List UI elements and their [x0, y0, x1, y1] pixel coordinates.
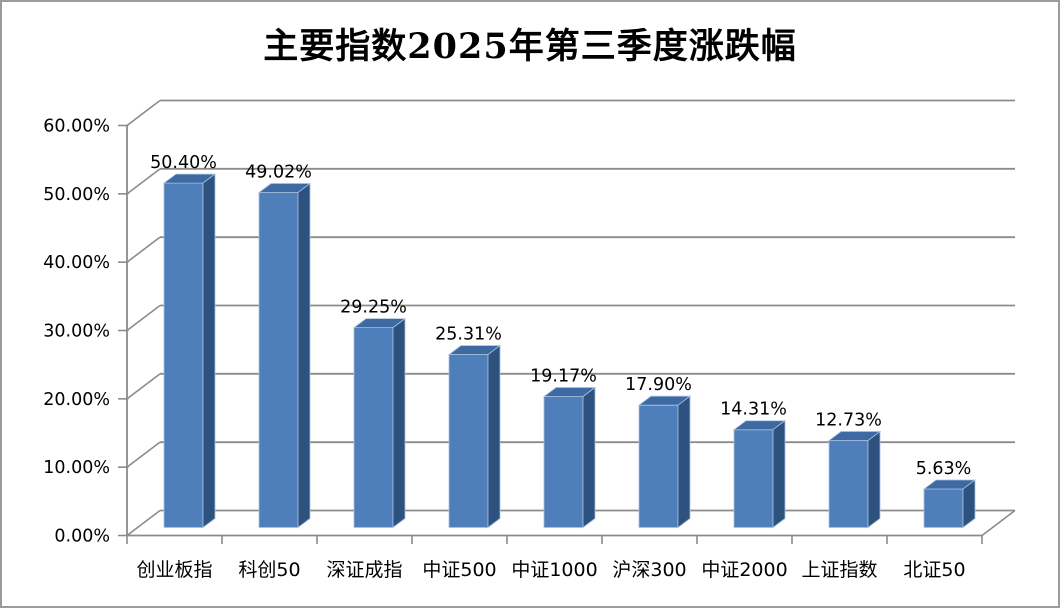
y-tick-label: 40.00%: [43, 253, 110, 273]
gridline-diagonal: [126, 509, 161, 537]
y-tick-label: 30.00%: [43, 322, 110, 342]
gridline-diagonal: [126, 168, 161, 195]
gridline-diagonal: [126, 441, 161, 468]
bar-side-face: [772, 419, 786, 529]
bar-front-face: [733, 429, 774, 528]
category-label: 沪深300: [612, 559, 686, 581]
category-label: 创业板指: [136, 559, 212, 581]
bar-value-label: 19.17%: [530, 367, 597, 387]
bar-side-face: [487, 344, 501, 529]
bar-side-face: [867, 430, 881, 529]
bar-value-label: 12.73%: [815, 411, 882, 431]
bar-side-face: [202, 173, 216, 529]
bar-side-face: [297, 182, 311, 529]
category-label: 中证1000: [511, 559, 597, 581]
bar-value-label: 49.02%: [245, 163, 312, 183]
gridline-diagonal: [126, 304, 161, 332]
bar-front-face: [543, 396, 584, 528]
category-label: 上证指数: [801, 559, 877, 581]
bar-value-label: 14.31%: [720, 400, 787, 420]
bar-front-face: [163, 182, 204, 528]
bar-front-face: [258, 192, 299, 528]
category-label: 中证500: [422, 559, 496, 581]
bar-side-face: [677, 395, 691, 529]
bar-value-label: 17.90%: [625, 375, 692, 395]
bar-front-face: [353, 327, 394, 528]
y-tick-label: 60.00%: [43, 117, 110, 137]
category-label: 北证50: [903, 559, 965, 581]
y-tick-label: 20.00%: [43, 390, 110, 410]
y-tick-label: 50.00%: [43, 185, 110, 205]
y-tick-label: 0.00%: [54, 527, 110, 547]
category-label: 中证2000: [701, 559, 787, 581]
chart-title: 主要指数2025年第三季度涨跌幅: [263, 26, 797, 67]
gridline-diagonal: [126, 236, 161, 263]
bar-value-label: 25.31%: [435, 325, 502, 345]
category-label: 深证成指: [326, 559, 402, 581]
bar-value-label: 5.63%: [916, 459, 972, 479]
bar-front-face: [923, 488, 964, 528]
gridline-diagonal: [126, 99, 161, 127]
bar-value-label: 50.40%: [150, 153, 217, 173]
bar-front-face: [448, 354, 489, 528]
bar-side-face: [392, 317, 406, 529]
bar-side-face: [582, 386, 596, 529]
bar-front-face: [638, 404, 679, 528]
category-label: 科创50: [238, 559, 300, 581]
gridline-diagonal: [126, 373, 161, 400]
bar-front-face: [828, 440, 869, 528]
floor-right-edge: [981, 509, 1016, 537]
y-tick-label: 10.00%: [43, 458, 110, 478]
bar-value-label: 29.25%: [340, 298, 407, 318]
bar-side-face: [962, 479, 976, 529]
